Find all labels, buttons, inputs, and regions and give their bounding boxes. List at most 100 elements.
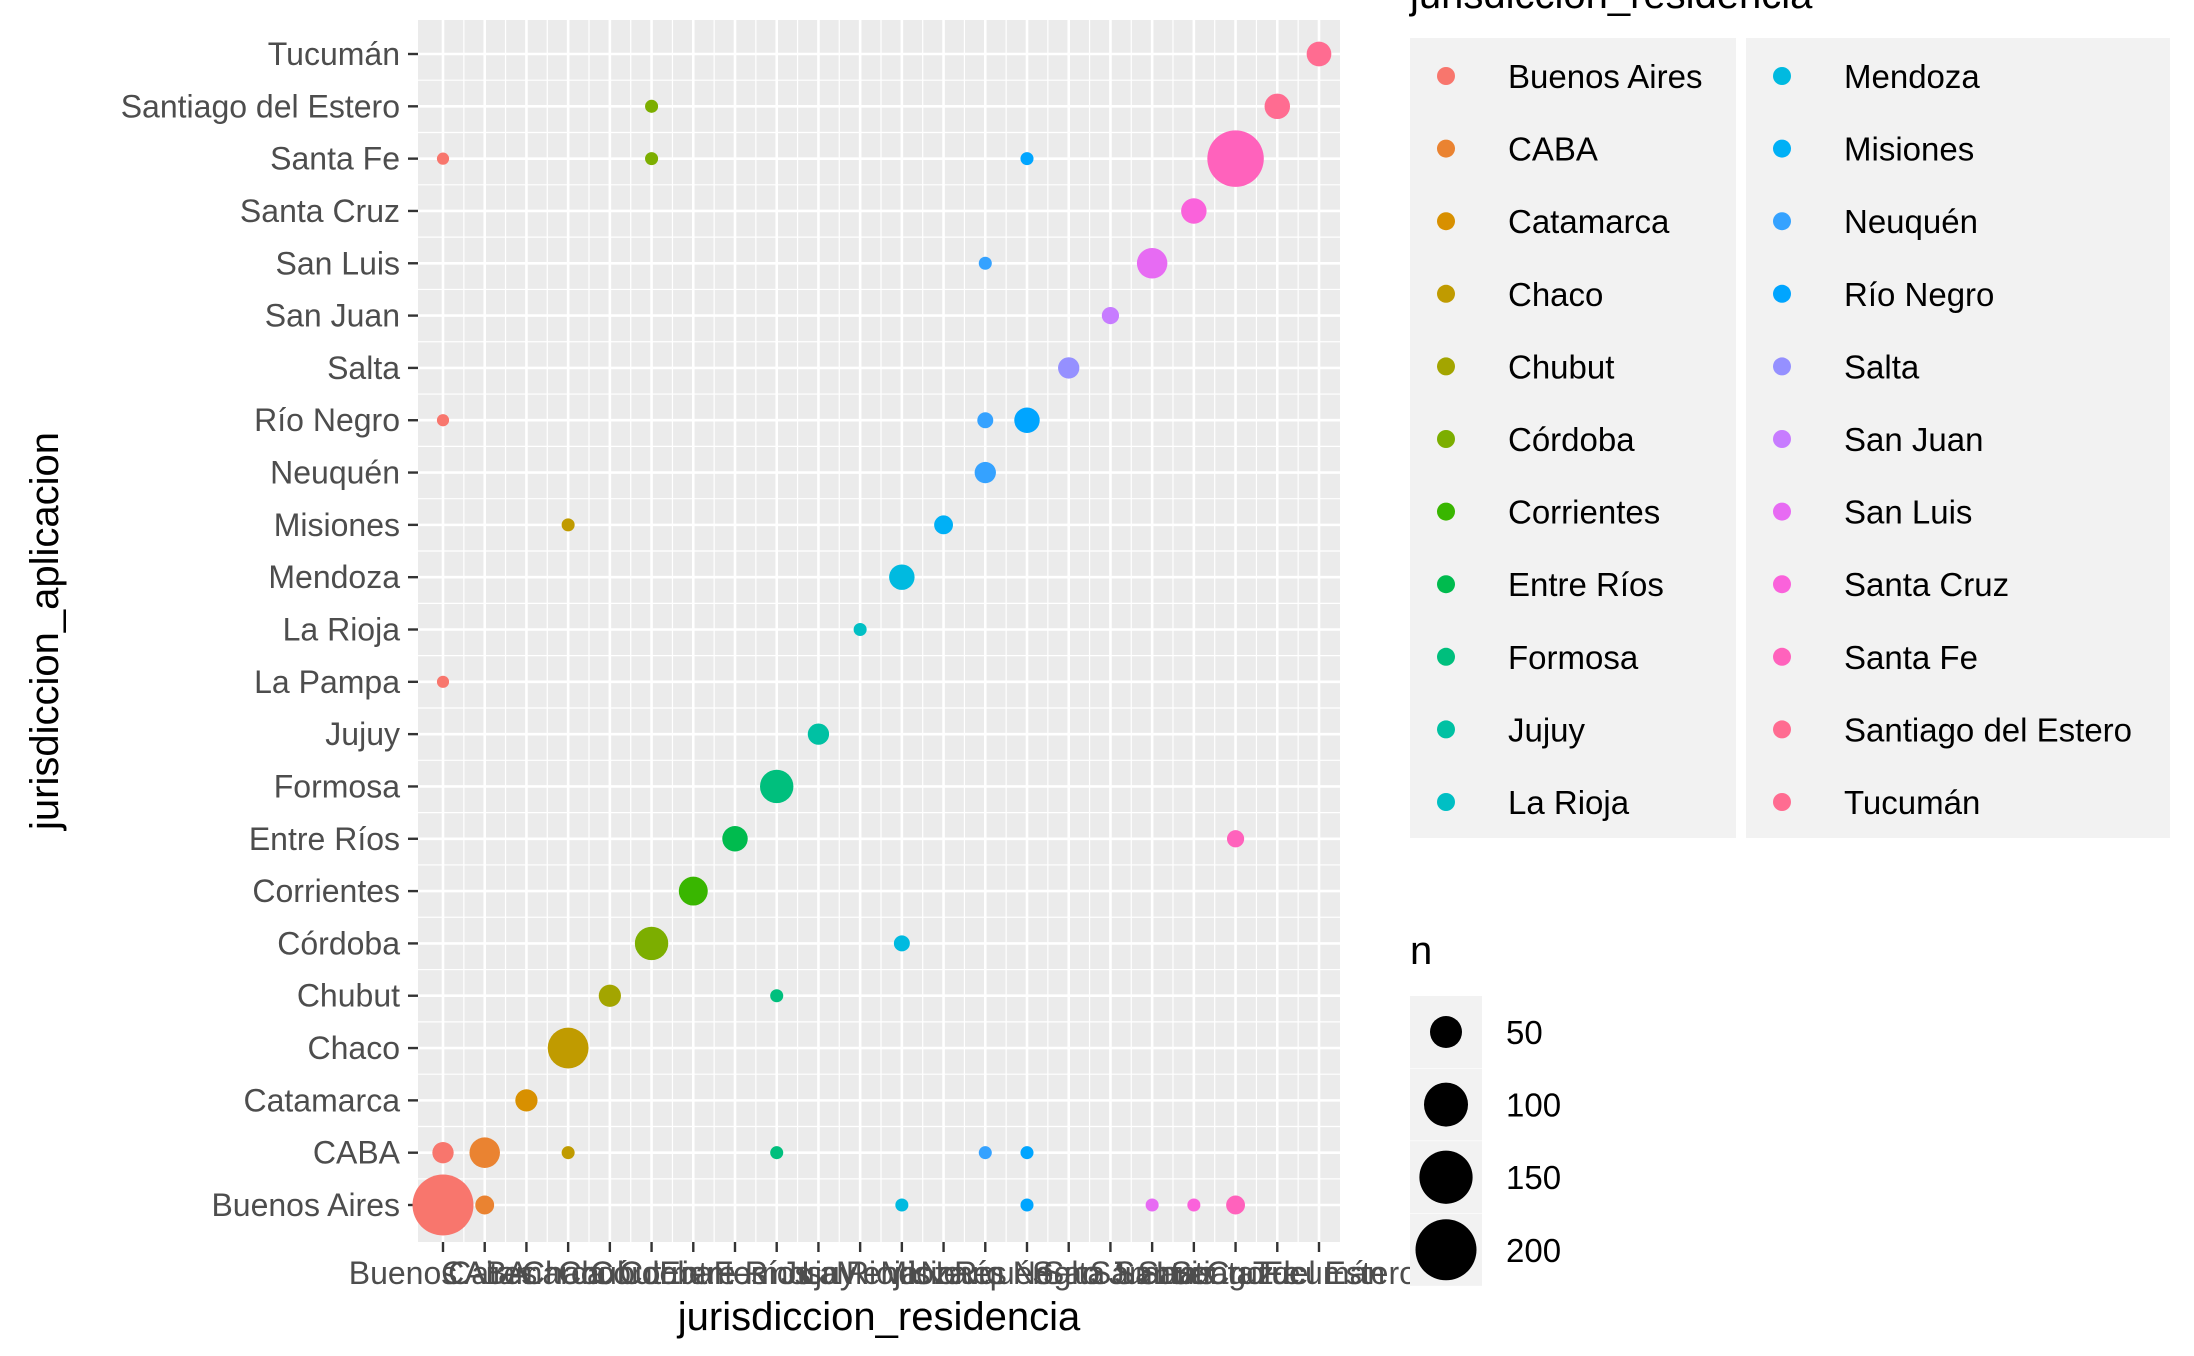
point-buenos-aires-la-pampa <box>436 675 450 688</box>
x-tick-label-chubut: Chubut <box>558 1255 661 1291</box>
legend-label-buenos-aires: Buenos Aires <box>1508 58 1702 95</box>
point-san-juan-san-juan <box>1101 306 1120 325</box>
point-mendoza-mendoza <box>889 564 915 590</box>
y-tick-label-caba: CABA <box>313 1135 401 1171</box>
point-tucuman-tucuman <box>1306 41 1332 67</box>
color-legend-title: jurisdiccion_residencia <box>1409 0 1813 17</box>
legend-key-santa-fe <box>1773 647 1791 666</box>
size-legend-title: n <box>1410 929 1432 973</box>
y-tick-label-cordoba: Córdoba <box>277 925 400 961</box>
x-tick-label-neuquen: Neuquén <box>920 1255 1050 1291</box>
x-tick-label-entre-rios: Entre Ríos <box>659 1255 810 1291</box>
point-formosa-chubut <box>770 989 784 1003</box>
x-tick-label-la-rioja: La Rioja <box>801 1255 919 1291</box>
size-legend-label-150: 150 <box>1506 1159 1561 1196</box>
y-axis-title: jurisdiccion_aplicacion <box>23 432 67 831</box>
x-tick-label-santa-cruz: Santa Cruz <box>1114 1255 1274 1291</box>
y-tick-label-catamarca: Catamarca <box>244 1082 401 1118</box>
legend-key-la-rioja <box>1437 793 1455 811</box>
minor-gridlines <box>418 20 1340 1242</box>
color-legend: jurisdiccion_residencia Buenos Aires CABA… <box>1409 0 2170 838</box>
legend-label-rio-negro: Río Negro <box>1844 276 1994 313</box>
size-legend-label-100: 100 <box>1506 1087 1561 1124</box>
size-legend-key-50 <box>1430 1016 1462 1048</box>
x-tick-label-catamarca: Catamarca <box>448 1255 605 1291</box>
y-tick-label-san-juan: San Juan <box>265 298 400 334</box>
point-chaco-caba <box>561 1146 575 1160</box>
y-tick-label-buenos-aires: Buenos Aires <box>211 1187 400 1223</box>
x-tick-label-salta: Salta <box>1032 1255 1105 1291</box>
point-neuquen-caba <box>978 1146 992 1160</box>
legend-label-caba: CABA <box>1508 131 1598 168</box>
point-san-luis-buenos-aires <box>1145 1198 1159 1212</box>
legend-label-santa-cruz: Santa Cruz <box>1844 566 2009 603</box>
x-tick-label-caba: CABA <box>441 1255 529 1291</box>
legend-label-neuquen: Neuquén <box>1844 203 1978 240</box>
legend-key-neuquen <box>1773 212 1791 231</box>
data-points <box>412 41 1332 1236</box>
size-legend-key-150 <box>1419 1150 1473 1204</box>
point-misiones-misiones <box>934 515 954 535</box>
legend-key-jujuy <box>1437 720 1455 739</box>
legend-key-san-juan <box>1773 430 1791 448</box>
point-caba-caba <box>469 1137 500 1168</box>
point-buenos-aires-rio-negro <box>436 414 450 427</box>
point-cordoba-santiago-del-estero <box>645 99 659 113</box>
x-tick-label-santiago-del-estero: Santiago del Estero <box>1138 1255 1417 1291</box>
y-tick-label-misiones: Misiones <box>274 507 400 543</box>
color-legend-column-bg <box>1746 38 2170 838</box>
legend-key-entre-rios <box>1437 575 1455 594</box>
y-tick-label-santa-fe: Santa Fe <box>270 141 400 177</box>
point-santa-cruz-santa-cruz <box>1181 198 1207 224</box>
legend-key-chubut <box>1437 357 1455 376</box>
point-neuquen-san-luis <box>978 256 992 270</box>
legend-label-la-rioja: La Rioja <box>1508 784 1630 821</box>
legend-key-misiones <box>1773 139 1791 158</box>
point-cordoba-cordoba <box>634 926 669 961</box>
point-mendoza-buenos-aires <box>895 1198 909 1212</box>
point-cordoba-santa-fe <box>645 152 659 166</box>
size-legend-key-100 <box>1423 1082 1469 1127</box>
point-caba-buenos-aires <box>475 1195 495 1215</box>
point-buenos-aires-caba <box>432 1142 454 1164</box>
y-tick-label-san-luis: San Luis <box>275 245 400 281</box>
legend-label-jujuy: Jujuy <box>1508 711 1586 748</box>
y-axis-ticks: Buenos Aires CABA Catamarca Chaco Chubut Córd… <box>121 36 418 1223</box>
legend-key-caba <box>1437 139 1455 158</box>
legend-key-catamarca <box>1437 212 1455 231</box>
color-legend-column-bg <box>1410 38 1736 838</box>
x-axis-ticks: Buenos AiresCABACatamarcaChacoChubutCórd… <box>349 1242 1417 1291</box>
point-rio-negro-caba <box>1020 1146 1034 1160</box>
legend-label-san-juan: San Juan <box>1844 421 1983 458</box>
point-santiago-del-estero-santiago-del-estero <box>1264 93 1291 120</box>
point-rio-negro-rio-negro <box>1014 407 1040 433</box>
legend-label-santa-fe: Santa Fe <box>1844 639 1978 676</box>
point-buenos-aires-santa-fe <box>436 152 450 165</box>
legend-label-mendoza: Mendoza <box>1844 58 1980 95</box>
point-neuquen-rio-negro <box>977 412 994 429</box>
size-legend-key-200 <box>1415 1219 1477 1281</box>
point-rio-negro-buenos-aires <box>1020 1198 1034 1212</box>
legend-key-corrientes <box>1437 502 1455 521</box>
size-legend: n 50 100 150 200 <box>1410 929 1561 1286</box>
legend-label-entre-rios: Entre Ríos <box>1508 566 1664 603</box>
y-tick-label-la-pampa: La Pampa <box>254 664 400 700</box>
point-mendoza-cordoba <box>893 935 910 952</box>
point-formosa-formosa <box>760 769 794 804</box>
point-san-luis-san-luis <box>1136 248 1168 279</box>
y-tick-label-neuquen: Neuquén <box>270 455 400 491</box>
point-salta-salta <box>1058 357 1080 379</box>
legend-key-san-luis <box>1773 502 1791 521</box>
point-chaco-chaco <box>547 1027 589 1069</box>
point-santa-fe-entre-rios <box>1226 830 1245 848</box>
x-tick-label-mendoza: Mendoza <box>836 1255 968 1291</box>
major-gridlines <box>418 20 1340 1242</box>
legend-label-misiones: Misiones <box>1844 131 1974 168</box>
point-santa-cruz-buenos-aires <box>1187 1198 1201 1212</box>
legend-key-santa-cruz <box>1773 575 1791 594</box>
legend-key-rio-negro <box>1773 284 1791 303</box>
y-tick-label-santiago-del-estero: Santiago del Estero <box>121 88 400 124</box>
point-la-rioja-la-rioja <box>853 622 867 637</box>
x-tick-label-san-juan: San Juan <box>1043 1255 1178 1291</box>
